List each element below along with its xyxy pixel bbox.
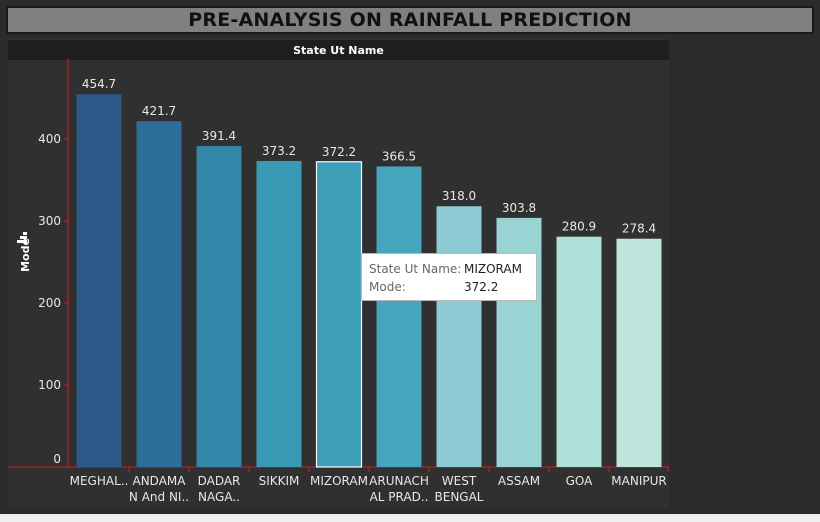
x-tick-label: N And NI..: [129, 490, 189, 504]
page-title: PRE-ANALYSIS ON RAINFALL PREDICTION: [188, 9, 632, 31]
x-tick-label: AL PRAD..: [370, 490, 429, 504]
tooltip-value-mode: 372.2: [464, 280, 499, 294]
x-tick-label: GOA: [566, 474, 594, 488]
x-tick-label: MIZORAM: [310, 474, 368, 488]
bar[interactable]: [556, 236, 602, 467]
bar[interactable]: [136, 121, 182, 468]
data-label: 372.2: [322, 145, 356, 159]
data-label: 280.9: [562, 220, 596, 234]
x-tick-label: ASSAM: [498, 474, 540, 488]
bar[interactable]: [196, 146, 242, 467]
y-tick-label: 0: [53, 452, 61, 466]
data-label: 373.2: [262, 144, 296, 158]
data-label: 318.0: [442, 189, 476, 203]
data-label: 303.8: [502, 201, 536, 215]
column-header[interactable]: State Ut Name: [8, 40, 669, 60]
bar[interactable]: [76, 94, 122, 468]
x-tick-label: DADAR: [198, 474, 241, 488]
column-header-label: State Ut Name: [293, 43, 384, 57]
tooltip-key-mode: Mode:: [369, 280, 406, 294]
x-tick-label: BENGAL: [435, 490, 484, 504]
x-tick-label: ARUNACH: [369, 474, 429, 488]
tooltip: State Ut Name: MIZORAM Mode: 372.2: [361, 253, 537, 301]
data-label: 278.4: [622, 222, 656, 236]
x-tick-label: ANDAMA: [133, 474, 187, 488]
x-tick-label: MANIPUR: [611, 474, 666, 488]
bar[interactable]: [616, 238, 662, 467]
y-tick-label: 400: [38, 132, 61, 146]
y-tick-label: 300: [38, 214, 61, 228]
y-tick-label: 200: [38, 296, 61, 310]
data-label: 391.4: [202, 129, 236, 143]
x-tick-label: MEGHAL..: [70, 474, 129, 488]
bar[interactable]: [315, 161, 363, 468]
y-axis-title: Mode: [19, 238, 32, 272]
bottom-strip: [0, 514, 820, 522]
sort-icon[interactable]: [17, 232, 27, 243]
tooltip-value-state: MIZORAM: [464, 262, 522, 276]
data-label: 421.7: [142, 104, 176, 118]
data-label: 366.5: [382, 149, 416, 163]
data-label: 454.7: [82, 77, 116, 91]
y-tick-label: 100: [38, 378, 61, 392]
x-tick-label: NAGA..: [198, 490, 240, 504]
title-bar: PRE-ANALYSIS ON RAINFALL PREDICTION: [6, 6, 814, 34]
tooltip-key-state: State Ut Name:: [369, 262, 462, 276]
bar[interactable]: [256, 160, 302, 467]
bar[interactable]: [436, 206, 482, 468]
x-tick-label: WEST: [442, 474, 477, 488]
bar[interactable]: [376, 166, 422, 467]
x-tick-label: SIKKIM: [259, 474, 300, 488]
